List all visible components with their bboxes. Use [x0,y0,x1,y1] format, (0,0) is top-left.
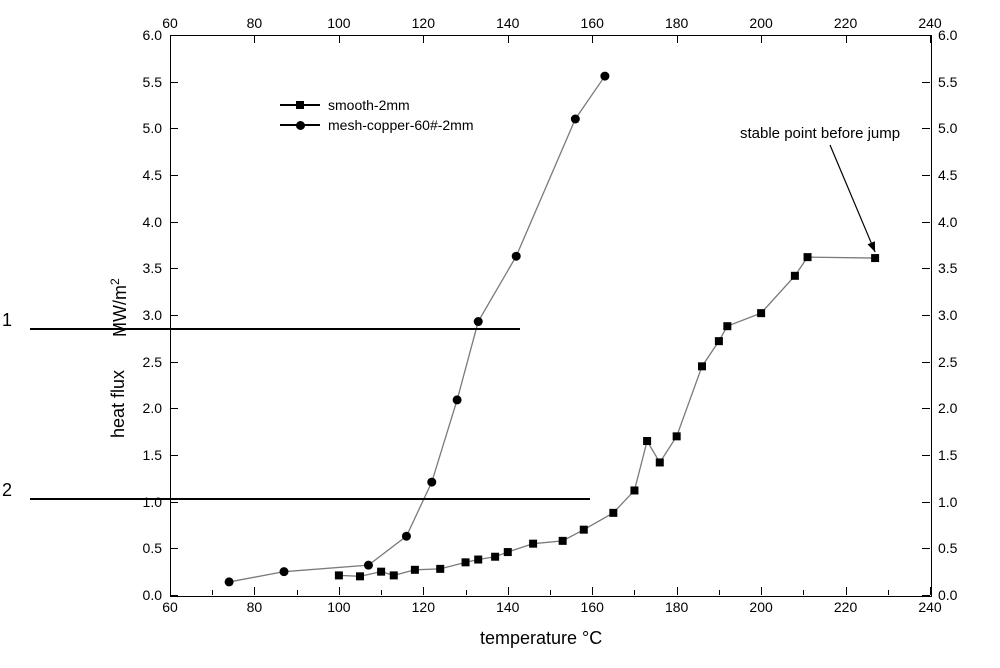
y-axis-label-heatflux: heat flux [108,370,129,438]
external-line-1 [30,328,520,330]
x-axis-label: temperature °C [480,628,602,649]
external-line-2 [30,498,590,500]
external-label-1: 1 [2,310,12,331]
annotation-arrow [0,0,1000,668]
legend: smooth-2mmmesh-copper-60#-2mm [280,95,474,135]
annotation-label: stable point before jump [740,125,900,142]
chart-page: smooth-2mmmesh-copper-60#-2mm stable poi… [0,0,1000,668]
external-label-2: 2 [2,480,12,501]
